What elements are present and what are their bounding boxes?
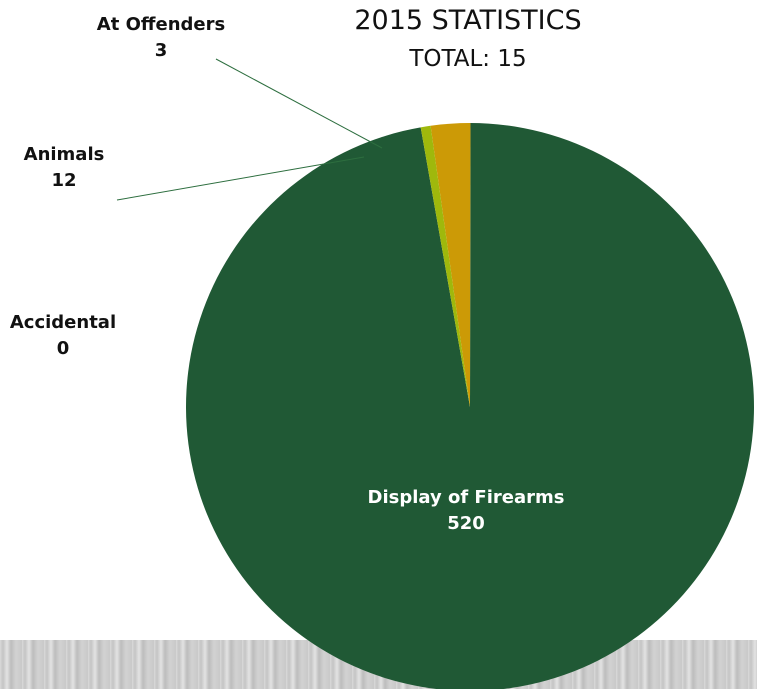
label-at-offenders-name: At Offenders <box>97 14 225 35</box>
label-display-of-firearms-name: Display of Firearms <box>368 487 565 508</box>
label-accidental-value: 0 <box>57 338 70 359</box>
pie-slice-display-of-firearms <box>186 123 754 689</box>
label-at-offenders-value: 3 <box>155 40 168 61</box>
label-accidental-name: Accidental <box>10 312 116 333</box>
pie-slices <box>186 123 754 689</box>
leader-line-animals <box>116 156 365 201</box>
leader-line-at-offenders <box>215 58 383 149</box>
chart-title: 2015 STATISTICS <box>354 5 581 36</box>
chart-subtitle: TOTAL: 15 <box>408 46 526 72</box>
label-display-of-firearms-value: 520 <box>447 513 485 534</box>
pie-slice-at-offenders <box>420 125 470 408</box>
label-animals-value: 12 <box>51 170 76 191</box>
label-animals-name: Animals <box>24 144 105 165</box>
pie-slice-animals <box>430 123 471 408</box>
